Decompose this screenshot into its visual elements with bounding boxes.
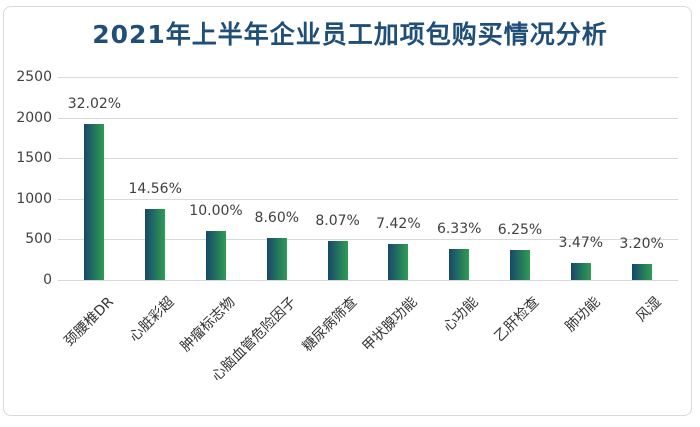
y-axis-tick-label: 1500 <box>16 150 52 167</box>
bar <box>510 249 530 280</box>
bar-value-label: 32.02% <box>67 96 122 112</box>
gridline <box>58 117 678 119</box>
bar-value-label: 6.33% <box>436 221 482 238</box>
bar-value-label: 3.20% <box>619 236 664 253</box>
y-axis-tick-label: 0 <box>43 272 52 288</box>
gridline <box>58 280 678 281</box>
bar <box>449 249 470 280</box>
bar-value-label: 10.00% <box>189 203 243 220</box>
bar <box>206 231 226 280</box>
chart-border-frame <box>3 6 692 416</box>
bar <box>266 238 287 280</box>
bar <box>570 263 591 280</box>
bar-value-label: 6.25% <box>497 221 543 238</box>
bar-value-label: 14.56% <box>128 181 182 198</box>
y-axis-tick-label: 1000 <box>16 190 52 207</box>
gridline <box>58 239 678 241</box>
y-axis-tick-label: 2000 <box>16 109 52 126</box>
gridline <box>58 198 678 200</box>
bar-value-label: 8.07% <box>315 212 360 229</box>
bar <box>631 264 652 280</box>
bar <box>327 240 348 280</box>
bar-value-label: 8.60% <box>254 210 300 227</box>
bar-value-label: 7.42% <box>376 215 421 232</box>
chart-title: 2021年上半年企业员工加项包购买情况分析 <box>92 20 608 49</box>
bar-value-label: 3.47% <box>558 235 604 252</box>
bar <box>388 243 409 280</box>
bar <box>145 209 166 280</box>
gridline <box>58 77 678 78</box>
bar <box>84 124 105 280</box>
gridline <box>58 158 678 160</box>
y-axis-tick-label: 2500 <box>16 69 52 85</box>
y-axis-tick-label: 500 <box>25 231 52 248</box>
